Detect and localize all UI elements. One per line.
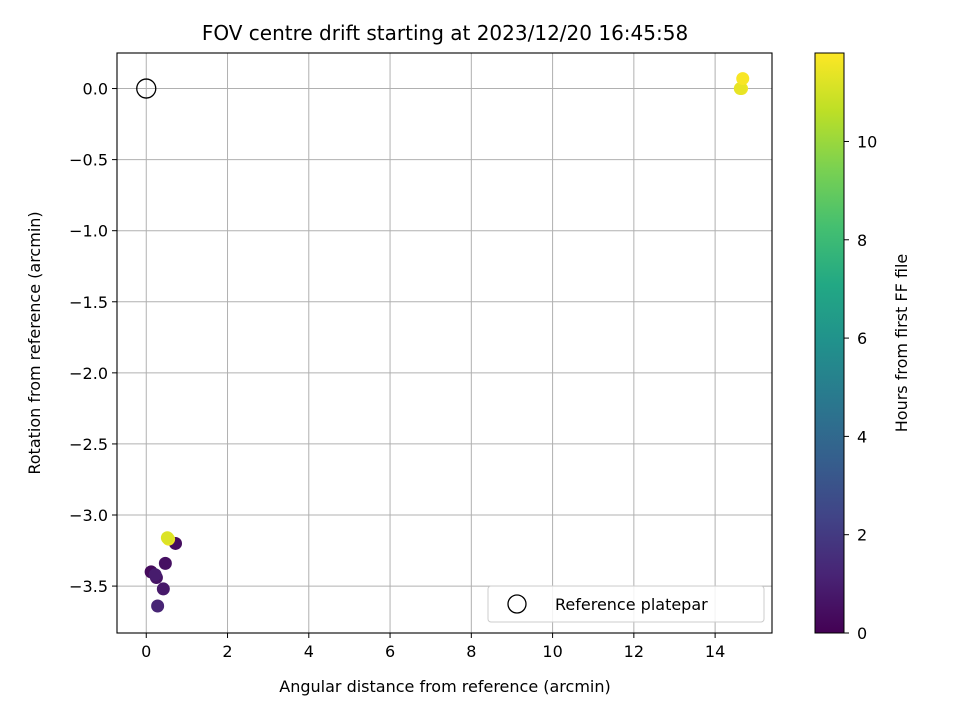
data-point xyxy=(160,531,174,545)
data-point xyxy=(733,82,747,96)
colorbar-label: Hours from first FF file xyxy=(892,254,911,433)
x-tick-label: 12 xyxy=(624,642,644,661)
x-tick-label: 2 xyxy=(222,642,232,661)
grid-lines xyxy=(117,53,772,633)
reference-point xyxy=(136,78,157,99)
reference-marker xyxy=(136,78,157,99)
y-tick-label: −3.5 xyxy=(69,577,108,596)
colorbar-tick-label: 8 xyxy=(857,231,867,250)
legend: Reference platepar xyxy=(487,585,765,623)
colorbar-tick-label: 2 xyxy=(857,526,867,545)
legend-label: Reference platepar xyxy=(555,595,708,614)
colorbar-tick-label: 4 xyxy=(857,427,867,446)
x-axis-ticks: 0 2 4 6 8 10 12 14 xyxy=(141,633,725,661)
colorbar: 0 2 4 6 8 10 Hours from first FF file xyxy=(814,52,911,643)
colorbar-tick-label: 0 xyxy=(857,624,867,643)
data-point xyxy=(151,599,165,613)
y-tick-label: −1.5 xyxy=(69,293,108,312)
y-tick-label: 0.0 xyxy=(83,80,108,99)
x-tick-label: 4 xyxy=(304,642,314,661)
y-tick-label: −2.0 xyxy=(69,364,108,383)
x-tick-label: 6 xyxy=(385,642,395,661)
data-point xyxy=(148,568,162,582)
y-axis-label: Rotation from reference (arcmin) xyxy=(25,211,44,474)
chart-title: FOV centre drift starting at 2023/12/20 … xyxy=(202,21,688,45)
x-tick-label: 8 xyxy=(466,642,476,661)
x-axis-label: Angular distance from reference (arcmin) xyxy=(279,677,610,696)
legend-box xyxy=(487,585,765,623)
x-tick-label: 14 xyxy=(705,642,725,661)
data-point xyxy=(156,582,170,596)
colorbar-gradient xyxy=(814,52,845,634)
colorbar-tick-label: 6 xyxy=(857,329,867,348)
colorbar-tick-label: 10 xyxy=(857,132,877,151)
data-point xyxy=(158,556,172,570)
x-tick-label: 10 xyxy=(542,642,562,661)
y-tick-label: −1.0 xyxy=(69,222,108,241)
legend-marker-icon xyxy=(507,594,527,614)
y-tick-label: −0.5 xyxy=(69,151,108,170)
colorbar-ticks: 0 2 4 6 8 10 xyxy=(844,132,877,643)
y-tick-label: −2.5 xyxy=(69,435,108,454)
y-axis-ticks: 0.0 −0.5 −1.0 −1.5 −2.0 −2.5 −3.0 −3.5 xyxy=(69,80,117,596)
data-points xyxy=(144,72,750,613)
data-point xyxy=(736,72,750,86)
x-tick-label: 0 xyxy=(141,642,151,661)
y-tick-label: −3.0 xyxy=(69,506,108,525)
plot-frame xyxy=(116,52,773,634)
